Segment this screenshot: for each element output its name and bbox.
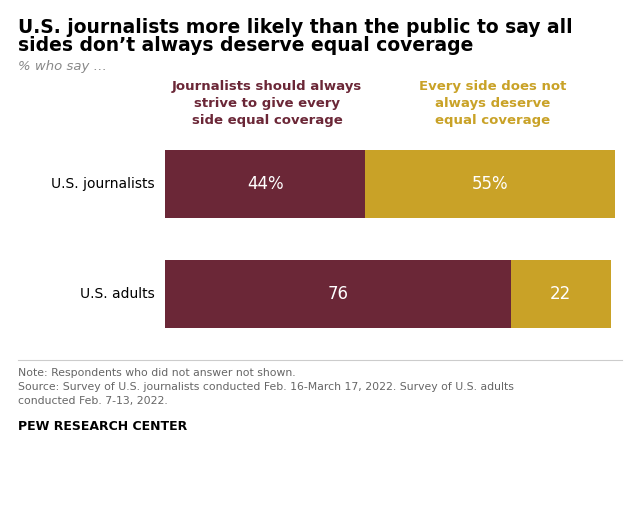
Text: Source: Survey of U.S. journalists conducted Feb. 16-March 17, 2022. Survey of U: Source: Survey of U.S. journalists condu…	[18, 382, 514, 392]
Text: U.S. journalists more likely than the public to say all: U.S. journalists more likely than the pu…	[18, 18, 573, 37]
Text: sides don’t always deserve equal coverage: sides don’t always deserve equal coverag…	[18, 36, 474, 55]
Text: 22: 22	[550, 285, 572, 303]
Text: Every side does not
always deserve
equal coverage: Every side does not always deserve equal…	[419, 80, 566, 127]
Text: 55%: 55%	[472, 175, 509, 193]
Bar	[165, 150, 365, 218]
Text: % who say …: % who say …	[18, 60, 107, 73]
Text: PEW RESEARCH CENTER: PEW RESEARCH CENTER	[18, 420, 188, 433]
Text: conducted Feb. 7-13, 2022.: conducted Feb. 7-13, 2022.	[18, 396, 168, 406]
Text: U.S. adults: U.S. adults	[80, 287, 155, 301]
Bar	[165, 260, 511, 328]
Text: 44%: 44%	[247, 175, 284, 193]
Bar	[511, 260, 611, 328]
Text: Journalists should always
strive to give every
side equal coverage: Journalists should always strive to give…	[172, 80, 362, 127]
Text: Note: Respondents who did not answer not shown.: Note: Respondents who did not answer not…	[18, 368, 296, 378]
Text: 76: 76	[328, 285, 348, 303]
Bar	[365, 150, 616, 218]
Text: U.S. journalists: U.S. journalists	[51, 177, 155, 191]
